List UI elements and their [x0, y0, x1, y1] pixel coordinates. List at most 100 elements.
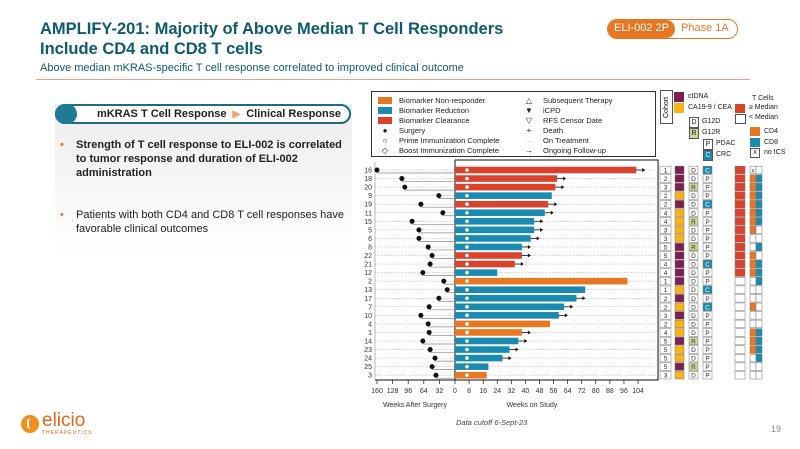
surgery-dot [402, 184, 408, 190]
surgery-dot [420, 270, 426, 276]
pill-left-label: mKRAS T Cell Response [96, 108, 227, 120]
cohort-cell-text: 3 [664, 313, 668, 320]
below-median-label: < Median [749, 114, 778, 121]
cohort-cell [659, 345, 672, 354]
tcell-median-cell [734, 362, 746, 371]
cd8-cell [755, 345, 763, 354]
crc-label: CRC [716, 151, 732, 158]
cd4-cell [749, 234, 757, 243]
legend-item: ● Surgery [378, 125, 499, 135]
tumor-cell [702, 183, 713, 192]
x-axis-label-right: Weeks on Study [507, 402, 558, 409]
badge-phase: Phase 1A [681, 22, 729, 34]
surgery-bracket [429, 349, 455, 353]
study-bar [455, 363, 489, 370]
surgery-bracket [428, 306, 455, 311]
cohort-cell-text: 4 [664, 330, 668, 337]
page-title: AMPLIFY-201: Majority of Above Median T … [40, 20, 504, 58]
mutation-cell [688, 200, 699, 209]
mutation-cell [688, 251, 699, 260]
pill-dot [55, 104, 77, 124]
surgery-bracket [435, 375, 455, 379]
surgery-dot [433, 372, 439, 378]
row-label: 7 [368, 304, 372, 311]
mutation-cell [688, 174, 699, 183]
row-label: 13 [364, 287, 372, 294]
surgery-dot [420, 338, 426, 344]
study-bar [455, 235, 531, 242]
legend-symbol-icon: → [525, 145, 533, 155]
cohort-cell-text: 5 [664, 364, 668, 371]
cd4-cell [749, 208, 757, 217]
prime-marker [465, 364, 469, 369]
row-label: 3 [368, 373, 372, 380]
biomarker-cell [674, 311, 685, 320]
mutation-cell [688, 311, 699, 320]
prime-marker [465, 253, 469, 258]
cd4-cell [749, 371, 757, 380]
surgery-dot [426, 304, 432, 310]
surgery-bracket [404, 187, 455, 191]
tcell-median-cell [734, 311, 746, 320]
row-label: 24 [364, 356, 372, 363]
surgery-dot [427, 261, 433, 267]
cohort-cell-text: 3 [664, 236, 668, 243]
cd4-cell [749, 191, 757, 200]
mutation-cell [688, 208, 699, 217]
mutation-cell [688, 362, 699, 371]
mutation-cell-text: D [691, 373, 696, 380]
legend-item: + Death [522, 125, 613, 135]
below-median-swatch [735, 114, 746, 124]
tumor-cell-text: P [705, 253, 709, 260]
biomarker-cell [674, 336, 685, 346]
prime-marker [465, 185, 469, 189]
row-label: 19 [364, 202, 372, 209]
mutation-cell [688, 268, 699, 277]
mutation-cell-text: D [691, 321, 696, 328]
mutation-cell [688, 371, 699, 380]
biomarker-cell [674, 234, 685, 243]
mutation-cell-text: D [691, 202, 696, 209]
row-label: 21 [364, 262, 372, 269]
cd8-cell [755, 302, 763, 311]
x-tick-label: 24 [493, 388, 501, 395]
biomarker-cell [674, 268, 685, 277]
prime-marker [465, 193, 469, 198]
x-tick-label: 64 [564, 388, 572, 395]
mutation-cell [688, 260, 699, 269]
cd4-cell [749, 311, 757, 320]
cohort-cell [659, 174, 672, 183]
tumor-cell-text: C [705, 287, 710, 294]
cd8-cell [755, 217, 763, 226]
tumor-cell-text: P [705, 364, 709, 371]
cd4-label: CD4 [764, 128, 779, 135]
tumor-cell-text: P [705, 244, 709, 251]
mutation-cell-text: R [691, 364, 696, 371]
cd4-cell [749, 319, 757, 328]
row-label: 17 [364, 296, 372, 303]
row-label: 25 [364, 364, 372, 371]
tcell-median-cell [734, 302, 746, 311]
mutation-cell [688, 183, 699, 192]
tumor-cell [702, 225, 713, 234]
cohort-cell [659, 251, 672, 260]
surgery-bracket [431, 366, 455, 370]
cd4-cell [749, 200, 757, 209]
mutation-cell-text: R [691, 185, 696, 192]
prime-marker [465, 270, 469, 275]
followup-arrowhead [527, 253, 531, 258]
legend-label: Surgery [399, 125, 426, 135]
prime-marker [465, 176, 469, 181]
tcell-median-cell [734, 251, 746, 260]
x-tick-label: 96 [404, 388, 412, 395]
row-label: 23 [364, 347, 372, 354]
cd4-cell [749, 328, 757, 337]
mutation-cell-text: D [691, 236, 696, 243]
cd8-cell [755, 200, 763, 209]
bullet-icon: • [60, 139, 64, 151]
study-bar [455, 320, 551, 328]
mutation-cell [688, 302, 699, 311]
legend-swatch [378, 116, 392, 124]
bullet-text: Strength of T cell response to ELI-002 i… [76, 139, 342, 179]
legend-label: Ongoing Follow-up [543, 145, 606, 155]
